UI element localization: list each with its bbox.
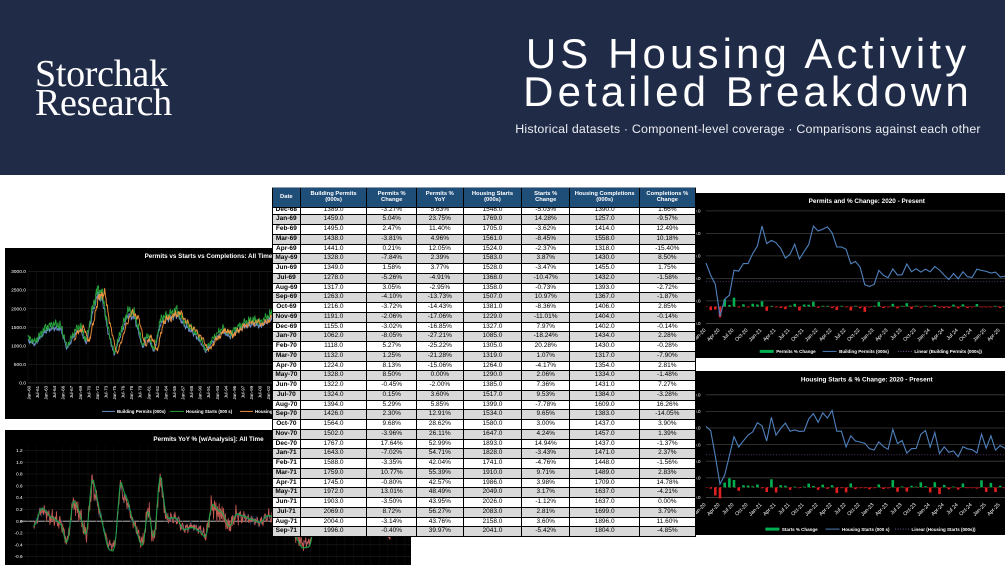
svg-text:1.0: 1.0	[16, 460, 23, 465]
svg-text:Jan-93: Jan-93	[215, 385, 220, 399]
svg-text:0.8: 0.8	[16, 472, 23, 477]
svg-text:0.0: 0.0	[16, 519, 23, 524]
svg-text:1000.0: 1000.0	[11, 343, 26, 349]
svg-text:Jul-67: Jul-67	[69, 385, 74, 398]
svg-text:-0.6: -0.6	[15, 554, 23, 559]
svg-text:Jan-84: Jan-84	[163, 385, 168, 399]
svg-text:Jul-91: Jul-91	[206, 385, 211, 398]
svg-text:Jul-76: Jul-76	[121, 385, 126, 398]
svg-text:Jul-94: Jul-94	[223, 385, 228, 398]
svg-text:Permits and % Change: 2020 - P: Permits and % Change: 2020 - Present	[809, 198, 926, 205]
svg-text:0.0: 0.0	[694, 321, 701, 327]
svg-text:0.4: 0.4	[16, 495, 23, 500]
svg-text:0.6: 0.6	[16, 483, 23, 488]
svg-text:Permits vs Starts vs Completio: Permits vs Starts vs Completions: All Ti…	[145, 253, 273, 260]
svg-text:Jan-60: Jan-60	[26, 385, 31, 399]
svg-text:Jul-88: Jul-88	[189, 385, 194, 398]
svg-text:-0.2: -0.2	[15, 531, 23, 536]
svg-text:Jul-00: Jul-00	[258, 385, 263, 398]
svg-text:Jan-78: Jan-78	[129, 385, 134, 399]
svg-text:Jan-63: Jan-63	[44, 385, 49, 399]
svg-text:Jan-90: Jan-90	[198, 385, 203, 399]
svg-text:0.2: 0.2	[16, 507, 23, 512]
svg-text:2500.0: 2500.0	[11, 288, 26, 294]
svg-text:Jul-97: Jul-97	[241, 385, 246, 398]
svg-text:Jul-61: Jul-61	[35, 385, 40, 398]
svg-text:Building Permits (000s): Building Permits (000s)	[839, 349, 889, 354]
svg-text:Building Permits (000s): Building Permits (000s)	[117, 409, 166, 414]
svg-text:Jul-70: Jul-70	[86, 385, 91, 398]
svg-text:Jan-66: Jan-66	[61, 385, 66, 399]
svg-text:Jul-85: Jul-85	[172, 385, 177, 398]
svg-text:Permits YoY % [w/Analysis]: Al: Permits YoY % [w/Analysis]: All Time	[153, 436, 264, 443]
svg-text:Jan-99: Jan-99	[249, 385, 254, 399]
svg-text:1500.0: 1500.0	[11, 325, 26, 331]
svg-text:Housing Starts (000 s): Housing Starts (000 s)	[842, 527, 890, 532]
svg-text:Jan-81: Jan-81	[146, 385, 151, 399]
svg-text:Jul-73: Jul-73	[104, 385, 109, 398]
svg-text:Jan-69: Jan-69	[78, 385, 83, 399]
svg-text:1.2: 1.2	[16, 448, 23, 453]
svg-text:Permits % Change: Permits % Change	[776, 349, 816, 354]
svg-text:500.0: 500.0	[14, 362, 26, 368]
svg-text:Housing Starts (000 s): Housing Starts (000 s)	[186, 409, 233, 414]
svg-text:Linear (Building Permits (000s: Linear (Building Permits (000s))	[914, 349, 982, 354]
svg-text:Jan-72: Jan-72	[95, 385, 100, 399]
svg-text:Jan-02: Jan-02	[266, 385, 271, 399]
svg-text:Jul-82: Jul-82	[155, 385, 160, 398]
svg-text:Linear (Housing Starts (000s)): Linear (Housing Starts (000s))	[912, 527, 977, 532]
svg-text:Starts % Change: Starts % Change	[782, 527, 818, 532]
svg-text:Jul-64: Jul-64	[52, 385, 57, 398]
svg-text:2000.0: 2000.0	[11, 306, 26, 312]
svg-text:Jan-87: Jan-87	[181, 385, 186, 399]
svg-text:0.0: 0.0	[19, 381, 26, 387]
svg-text:3000.0: 3000.0	[11, 269, 26, 275]
svg-text:Housing Starts & % Change: 202: Housing Starts & % Change: 2020 - Presen…	[801, 377, 934, 384]
svg-text:Jan-96: Jan-96	[232, 385, 237, 399]
svg-text:-0.4: -0.4	[15, 542, 23, 547]
svg-text:Jan-75: Jan-75	[112, 385, 117, 399]
svg-text:Jul-79: Jul-79	[138, 385, 143, 398]
